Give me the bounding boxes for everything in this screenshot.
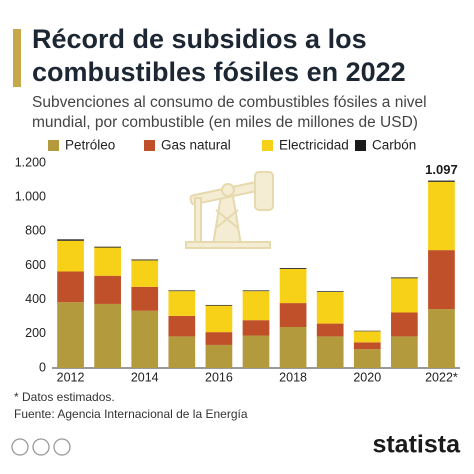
legend-label: Carbón: [372, 138, 416, 153]
bar-segment: [205, 344, 233, 368]
y-tick-label: 1.200: [15, 155, 46, 169]
total-label: 1.097: [425, 162, 458, 177]
bar-segment: [428, 180, 455, 182]
bar-segment: [131, 286, 159, 311]
note: * Datos estimados.: [14, 390, 115, 404]
bar-segment: [316, 291, 344, 324]
bar-segment: [391, 312, 418, 337]
legend-swatch: [262, 140, 273, 151]
bar-segment: [353, 331, 381, 343]
source: Fuente: Agencia Internacional de la Ener…: [14, 407, 248, 421]
bar-segment: [168, 291, 196, 316]
bar-segment: [391, 277, 418, 279]
bar-segment: [168, 315, 196, 337]
bar-segment: [57, 302, 84, 368]
legend-swatch: [48, 140, 59, 151]
bar-segment: [57, 239, 84, 241]
bar-segment: [131, 260, 159, 287]
subtitle: mundial, por combustible (en miles de mi…: [32, 114, 418, 131]
legend-swatch: [355, 140, 366, 151]
bar-segment: [94, 303, 121, 368]
title-accent: [13, 29, 21, 87]
bar-segment: [428, 250, 455, 310]
bar-segment: [205, 332, 233, 345]
legend-label: Electricidad: [279, 138, 349, 153]
bar-segment: [94, 246, 121, 248]
bar-segment: [94, 275, 121, 304]
legend: Petróleo Gas natural Electricidad Carbón: [48, 138, 416, 153]
y-tick-label: 800: [25, 224, 46, 238]
bar-segment: [391, 336, 418, 368]
bar-segment: [353, 330, 381, 332]
bar-segment: [94, 247, 121, 276]
bar-segment: [279, 327, 307, 368]
bar-segment: [391, 278, 418, 313]
x-tick-label: 2016: [205, 370, 233, 384]
bar-segment: [316, 323, 344, 337]
y-tick-label: 600: [25, 258, 46, 272]
brand: statista: [372, 431, 461, 459]
bar-segment: [242, 291, 270, 321]
chart-title: combustibles fósiles en 2022: [32, 57, 406, 87]
y-tick-label: 1.000: [15, 189, 46, 203]
x-tick-label: 2022*: [425, 370, 458, 384]
bar-segment: [428, 181, 455, 251]
bar-segment: [205, 304, 233, 306]
x-tick-label: 2020: [353, 370, 381, 384]
bar-segment: [428, 309, 455, 368]
y-tick-label: 200: [25, 326, 46, 340]
bar-segment: [205, 305, 233, 333]
y-tick-label: 400: [25, 292, 46, 306]
y-tick-label: 0: [39, 360, 46, 374]
x-tick-label: 2014: [131, 370, 159, 384]
bar-segment: [57, 271, 84, 303]
bar-segment: [131, 259, 159, 261]
bar-segment: [353, 349, 381, 368]
chart-title: Récord de subsidios a los: [32, 24, 367, 54]
x-tick-label: 2012: [57, 370, 85, 384]
bar-segment: [279, 268, 307, 304]
bar-segment: [279, 268, 307, 269]
legend-label: Gas natural: [161, 138, 231, 153]
bar-segment: [242, 290, 270, 292]
bar-segment: [57, 240, 84, 272]
bar-segment: [279, 303, 307, 327]
bar-segment: [316, 291, 344, 292]
bar-segment: [316, 336, 344, 368]
legend-swatch: [144, 140, 155, 151]
license-icons: [11, 438, 71, 456]
bar-segment: [168, 336, 196, 368]
subtitle: Subvenciones al consumo de combustibles …: [32, 94, 427, 111]
bar-segment: [131, 310, 159, 368]
bar-segment: [242, 320, 270, 336]
pump-icon: [185, 171, 274, 249]
bar-segment: [353, 342, 381, 350]
bar-segment: [168, 290, 196, 292]
x-tick-label: 2018: [279, 370, 307, 384]
bar-segment: [242, 335, 270, 368]
legend-label: Petróleo: [65, 138, 115, 153]
